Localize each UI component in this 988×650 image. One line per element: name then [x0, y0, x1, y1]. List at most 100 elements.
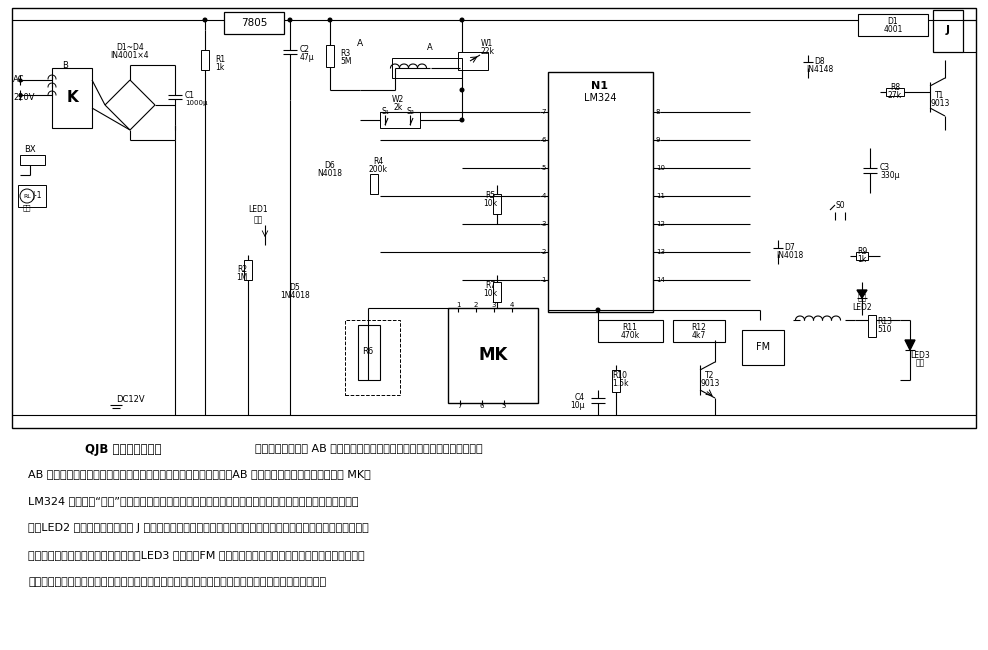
Text: R10: R10 [613, 370, 627, 380]
Text: 4: 4 [510, 302, 514, 308]
Bar [742, 330, 784, 365]
Text: FM: FM [756, 342, 770, 352]
Text: 200k: 200k [369, 166, 387, 174]
Text: 1k: 1k [215, 64, 224, 73]
Text: 1: 1 [455, 302, 460, 308]
Circle shape [596, 308, 600, 312]
Text: W1: W1 [481, 40, 493, 49]
Text: 9: 9 [656, 137, 661, 143]
Text: D6: D6 [325, 161, 335, 170]
Text: C1: C1 [185, 90, 195, 99]
Bar [20, 155, 45, 165]
Text: LED2: LED2 [853, 304, 871, 313]
Bar [673, 320, 725, 342]
Text: S₁: S₁ [381, 107, 389, 116]
Text: R9: R9 [857, 248, 867, 257]
Text: K: K [66, 90, 78, 105]
Text: R1: R1 [215, 55, 225, 64]
Bar [52, 68, 92, 128]
Bar [598, 320, 663, 342]
Text: C2: C2 [300, 46, 310, 55]
Text: 气敏传感器在平时 AB 两端电阴很大，当检测到可燃、有毒气体或烟雾时，: 气敏传感器在平时 AB 两端电阴很大，当检测到可燃、有毒气体或烟雾时， [255, 443, 482, 453]
Text: 3: 3 [541, 221, 546, 227]
Text: 时，LED2 发黄光，同时继电器 J 吸合，控制外接的换气扇或其他安全装置工作，声光报警不工作。若气体达到: 时，LED2 发黄光，同时继电器 J 吸合，控制外接的换气扇或其他安全装置工作，… [28, 523, 369, 533]
Text: 1: 1 [541, 277, 546, 283]
Text: W2: W2 [392, 96, 404, 105]
Bar [380, 112, 420, 128]
Text: R7: R7 [485, 281, 495, 289]
Polygon shape [857, 290, 867, 298]
Circle shape [460, 18, 463, 22]
Text: MK: MK [478, 346, 508, 364]
Text: 10k: 10k [483, 289, 497, 298]
Bar [392, 58, 462, 78]
Circle shape [460, 118, 463, 122]
Text: 5: 5 [541, 165, 546, 171]
Text: 1M: 1M [236, 274, 248, 283]
Text: 47μ: 47μ [300, 53, 314, 62]
Text: 4: 4 [541, 193, 546, 199]
Text: R11: R11 [622, 324, 637, 333]
Text: DC12V: DC12V [116, 395, 144, 404]
Text: S₂: S₂ [406, 107, 414, 116]
Text: 10k: 10k [483, 200, 497, 209]
Text: D8: D8 [815, 57, 825, 66]
Text: 4001: 4001 [883, 25, 903, 34]
Text: R6: R6 [363, 348, 373, 356]
Text: 4k7: 4k7 [692, 332, 706, 341]
Text: R2: R2 [237, 265, 247, 274]
Polygon shape [905, 340, 915, 350]
Bar [858, 14, 928, 36]
Text: R8: R8 [890, 83, 900, 92]
Text: 330μ: 330μ [880, 172, 899, 181]
Text: IN4001×4: IN4001×4 [111, 51, 149, 60]
Text: A: A [427, 44, 433, 53]
Text: 5M: 5M [340, 57, 352, 66]
Bar [612, 370, 620, 392]
Text: C3: C3 [880, 164, 890, 172]
Text: N1: N1 [592, 81, 609, 91]
Bar [933, 10, 963, 52]
Text: BX: BX [24, 146, 36, 155]
Bar [345, 320, 400, 395]
Bar [326, 45, 334, 67]
Bar [458, 52, 488, 70]
Text: 插座: 插座 [23, 205, 32, 211]
Text: 7805: 7805 [241, 18, 267, 28]
Text: LED1: LED1 [248, 205, 268, 214]
Text: R4: R4 [372, 157, 383, 166]
Text: 5: 5 [502, 403, 506, 409]
Text: R3: R3 [340, 49, 351, 58]
Text: 绿色: 绿色 [253, 216, 263, 224]
Text: D1: D1 [887, 18, 898, 27]
Bar [886, 88, 904, 96]
Text: 1N4018: 1N4018 [281, 291, 310, 300]
Text: 1k: 1k [858, 255, 866, 265]
Bar [244, 260, 252, 280]
Text: 12: 12 [656, 221, 665, 227]
Text: 红色: 红色 [915, 359, 925, 367]
Text: LM324: LM324 [584, 93, 617, 103]
Text: 3: 3 [492, 302, 496, 308]
Circle shape [204, 18, 206, 22]
Text: J: J [946, 25, 950, 35]
Text: 1000μ: 1000μ [185, 100, 207, 106]
Text: AB 两端电阴下降，气电转换产生触发信号，被检测气体浓度越大，AB 间电阴越小，触发信号越强。经 MK、: AB 两端电阴下降，气电转换产生触发信号，被检测气体浓度越大，AB 间电阴越小，… [28, 469, 370, 479]
Text: 10: 10 [656, 165, 665, 171]
Bar [548, 72, 653, 312]
Bar [358, 325, 380, 380]
Text: 黄色: 黄色 [858, 294, 866, 302]
Text: T2: T2 [705, 370, 714, 380]
Text: 报警浓度，声光报警电路也立即工作，LED3 发红光，FM 发出尖锐的报警声，当有害气体浓度下降到低于报: 报警浓度，声光报警电路也立即工作，LED3 发红光，FM 发出尖锐的报警声，当有… [28, 550, 365, 560]
Text: RL: RL [23, 194, 31, 198]
Text: 2k: 2k [393, 103, 403, 112]
Text: QJB 气体监控报警器: QJB 气体监控报警器 [85, 443, 161, 456]
Bar [370, 174, 378, 194]
Text: R13: R13 [877, 317, 892, 326]
Text: 22k: 22k [480, 47, 494, 57]
Bar [868, 315, 876, 337]
Text: LM324 等组成的“模控”放大电路放大，并识别输出预警控制或声光报警驱动电流。当气体浓度达到预警值: LM324 等组成的“模控”放大电路放大，并识别输出预警控制或声光报警驱动电流。… [28, 496, 359, 506]
Text: N4018: N4018 [317, 168, 343, 177]
Text: R12: R12 [692, 324, 706, 333]
Bar [493, 282, 501, 302]
